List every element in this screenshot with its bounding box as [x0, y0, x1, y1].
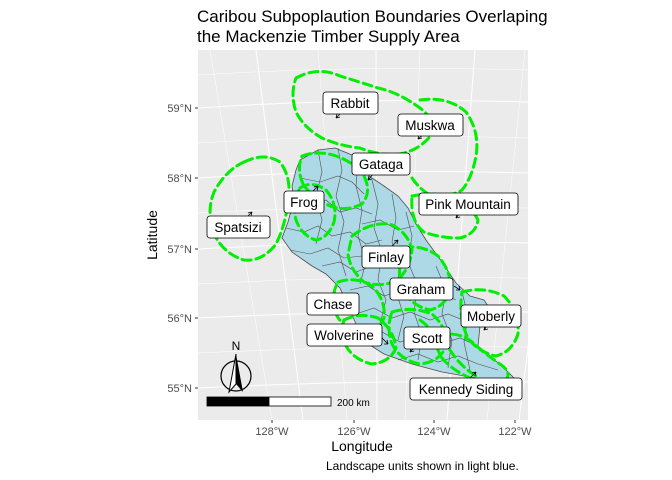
- label-graham: Graham: [389, 277, 454, 301]
- label-rabbit-text: Rabbit: [330, 96, 369, 111]
- map-caption: Landscape units shown in light blue.: [326, 459, 519, 473]
- boundary-muskwa: [410, 97, 479, 198]
- boundary-spatsizi: [208, 155, 291, 262]
- y-tick-59: 59°N: [167, 103, 192, 115]
- label-pink-mountain: Pink Mountain: [418, 192, 519, 216]
- north-arrow-icon: N: [220, 339, 252, 394]
- x-tick-126: 126°W: [337, 426, 371, 438]
- label-wolverine: Wolverine: [306, 323, 383, 347]
- boundary-frog: [293, 183, 337, 242]
- label-muskwa-text: Muskwa: [405, 118, 455, 133]
- boundary-scott: [387, 307, 448, 366]
- scale-bar: 200 km: [206, 396, 370, 409]
- x-axis-title: Longitude: [331, 438, 393, 454]
- label-graham-text: Graham: [397, 282, 446, 297]
- y-axis-title: Latitude: [144, 210, 160, 260]
- scale-bar-label: 200 km: [337, 398, 370, 409]
- label-spatsizi: Spatsizi: [206, 215, 271, 239]
- label-chase: Chase: [306, 292, 360, 316]
- label-gataga-text: Gataga: [359, 157, 404, 172]
- label-kennedy-siding-text: Kennedy Siding: [419, 382, 514, 397]
- y-tick-55: 55°N: [167, 383, 192, 395]
- label-frog-text: Frog: [290, 195, 318, 210]
- north-arrow-label: N: [232, 339, 241, 353]
- boundary-gataga: [297, 151, 369, 211]
- y-tick-58: 58°N: [167, 173, 192, 185]
- label-scott-text: Scott: [412, 331, 443, 346]
- label-wolverine-text: Wolverine: [314, 328, 374, 343]
- boundary-connector-east: [418, 318, 478, 378]
- label-finlay-text: Finlay: [368, 250, 404, 265]
- title-line-1: Caribou Subpoplaution Boundaries Overlap…: [197, 7, 548, 26]
- y-tick-57: 57°N: [167, 244, 192, 256]
- title-line-2: the Mackenzie Timber Supply Area: [197, 27, 460, 46]
- subpopulation-labels: Rabbit Muskwa Gataga Frog Pink Mountain …: [206, 91, 523, 401]
- boundary-finlay: [346, 222, 414, 287]
- x-axis: [271, 420, 516, 423]
- y-tick-labels: 59°N 58°N 57°N 56°N 55°N: [167, 103, 192, 395]
- x-tick-labels: 128°W 126°W 124°W 122°W: [255, 426, 532, 438]
- label-finlay: Finlay: [361, 245, 411, 269]
- y-axis: [195, 107, 198, 389]
- x-tick-128: 128°W: [255, 426, 289, 438]
- label-muskwa: Muskwa: [397, 113, 464, 137]
- label-kennedy-siding: Kennedy Siding: [409, 377, 523, 401]
- label-rabbit: Rabbit: [322, 91, 379, 115]
- map-title: Caribou Subpoplaution Boundaries Overlap…: [197, 7, 548, 47]
- label-moberly: Moberly: [460, 304, 522, 328]
- x-tick-122: 122°W: [498, 426, 532, 438]
- label-moberly-text: Moberly: [467, 309, 515, 324]
- label-chase-text: Chase: [313, 297, 352, 312]
- boundary-moberly: [459, 288, 520, 358]
- boundary-rabbit: [291, 70, 435, 156]
- label-scott: Scott: [403, 326, 451, 350]
- label-frog: Frog: [283, 190, 325, 214]
- x-tick-124: 124°W: [417, 426, 451, 438]
- label-spatsizi-text: Spatsizi: [214, 220, 261, 235]
- label-pink-mountain-text: Pink Mountain: [425, 197, 511, 212]
- y-tick-56: 56°N: [167, 313, 192, 325]
- label-gataga: Gataga: [351, 152, 411, 176]
